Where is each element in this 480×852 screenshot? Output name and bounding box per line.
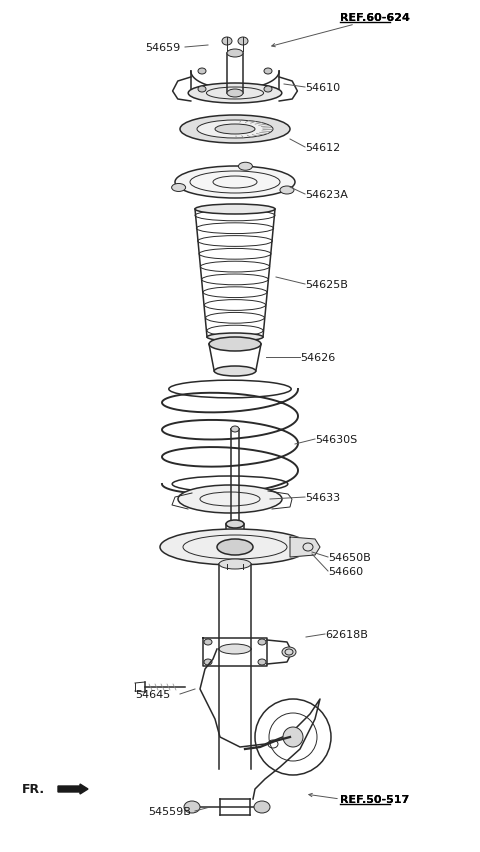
Ellipse shape [184, 801, 200, 813]
Ellipse shape [239, 163, 252, 171]
Ellipse shape [172, 184, 186, 193]
Ellipse shape [204, 639, 212, 645]
Text: 54625B: 54625B [305, 279, 348, 290]
Text: 62618B: 62618B [325, 630, 368, 639]
Ellipse shape [231, 427, 239, 433]
Ellipse shape [217, 539, 253, 556]
Ellipse shape [209, 337, 261, 352]
Text: REF.50-517: REF.50-517 [340, 794, 409, 804]
Text: 54626: 54626 [300, 353, 335, 363]
Ellipse shape [258, 659, 266, 665]
Polygon shape [290, 538, 320, 557]
Ellipse shape [264, 69, 272, 75]
Ellipse shape [198, 87, 206, 93]
Text: 54659: 54659 [145, 43, 180, 53]
Ellipse shape [160, 529, 310, 566]
Ellipse shape [258, 639, 266, 645]
Ellipse shape [175, 167, 295, 199]
Ellipse shape [222, 38, 232, 46]
Ellipse shape [215, 125, 255, 135]
Text: 54650B: 54650B [328, 552, 371, 562]
Ellipse shape [282, 648, 296, 657]
Ellipse shape [214, 366, 256, 377]
Ellipse shape [254, 801, 270, 813]
Text: 54645: 54645 [135, 689, 170, 699]
Ellipse shape [178, 486, 282, 514]
Ellipse shape [219, 644, 251, 654]
Text: REF.60-624: REF.60-624 [340, 13, 410, 23]
Text: REF.50-517: REF.50-517 [340, 794, 409, 804]
Ellipse shape [195, 204, 275, 215]
Text: 54633: 54633 [305, 492, 340, 503]
Ellipse shape [188, 83, 282, 104]
Ellipse shape [227, 90, 243, 98]
Text: 54610: 54610 [305, 83, 340, 93]
Text: 54612: 54612 [305, 143, 340, 153]
Ellipse shape [207, 334, 263, 342]
Ellipse shape [204, 659, 212, 665]
Ellipse shape [283, 727, 303, 747]
Ellipse shape [180, 116, 290, 144]
Ellipse shape [227, 50, 243, 58]
FancyArrow shape [58, 784, 88, 794]
Text: 54559B: 54559B [148, 806, 191, 816]
Text: 54623A: 54623A [305, 190, 348, 199]
Ellipse shape [197, 121, 273, 139]
Text: REF.60-624: REF.60-624 [340, 13, 410, 23]
Ellipse shape [264, 87, 272, 93]
Text: FR.: FR. [22, 783, 45, 796]
Text: 54630S: 54630S [315, 435, 357, 445]
Text: 54660: 54660 [328, 567, 363, 576]
Ellipse shape [219, 560, 251, 569]
Ellipse shape [226, 521, 244, 528]
Ellipse shape [198, 69, 206, 75]
Ellipse shape [280, 187, 294, 195]
Ellipse shape [238, 38, 248, 46]
